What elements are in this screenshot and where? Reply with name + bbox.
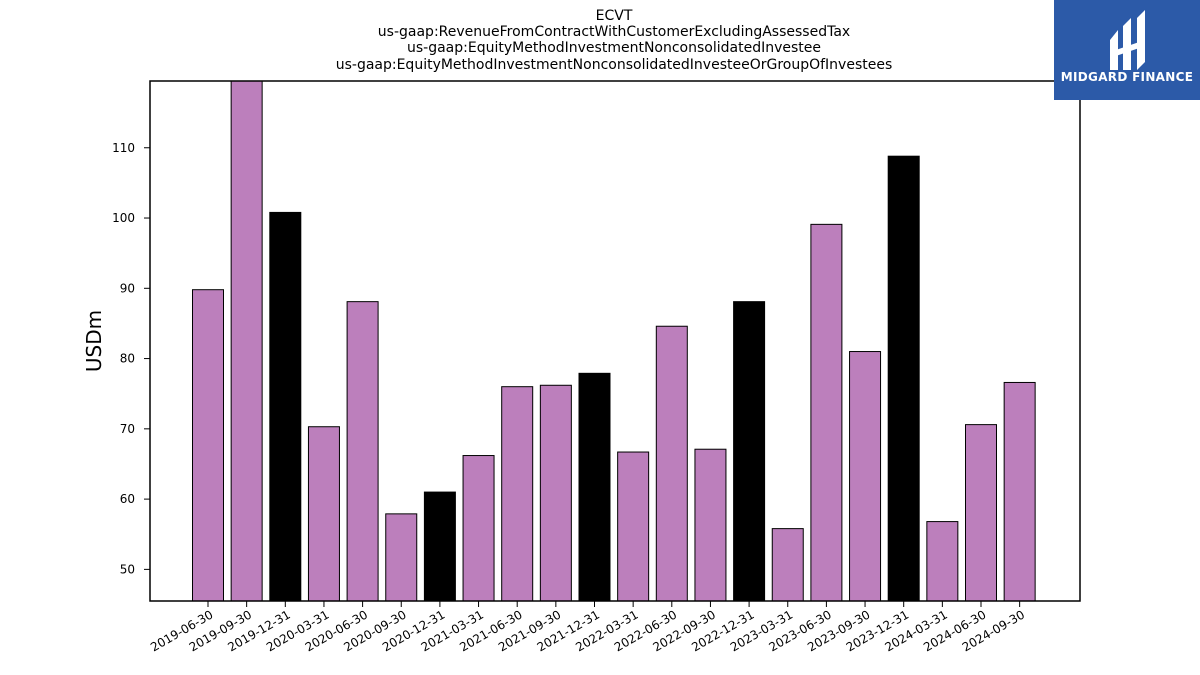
bar-2021-09-30	[539, 384, 572, 602]
bar-2021-03-31	[462, 455, 495, 602]
y-tick-label: 80	[120, 352, 135, 366]
y-tick-label: 110	[112, 141, 135, 155]
bar-2022-09-30	[694, 448, 727, 602]
y-tick-label: 50	[120, 562, 135, 576]
bar-2023-03-31	[771, 528, 804, 602]
chart-title-line-2: us-gaap:RevenueFromContractWithCustomerE…	[378, 24, 850, 40]
bar-2020-12-31	[423, 491, 456, 602]
bar-2022-12-31	[733, 301, 766, 602]
plot-frame	[149, 80, 1081, 602]
bar-2020-06-30	[346, 301, 379, 602]
y-tick-label: 70	[120, 422, 135, 436]
x-axis-ticks: 2019-06-302019-09-302019-12-312020-03-31…	[148, 601, 1027, 654]
chart-title-line-1: ECVT	[596, 8, 633, 24]
logo-text: MIDGARD FINANCE	[1061, 70, 1193, 84]
chart-title-line-3: us-gaap:EquityMethodInvestmentNonconsoli…	[407, 40, 821, 56]
bar-2019-09-30	[230, 80, 263, 602]
y-tick-label: 100	[112, 211, 135, 225]
bar-2020-09-30	[385, 513, 418, 602]
bar-2023-09-30	[849, 351, 882, 602]
bar-2023-06-30	[810, 223, 843, 602]
y-tick-label: 90	[120, 281, 135, 295]
bar-2023-12-31	[887, 155, 920, 602]
chart-title-line-4: us-gaap:EquityMethodInvestmentNonconsoli…	[336, 57, 893, 73]
bar-2022-06-30	[655, 325, 688, 602]
y-axis-label: USDm	[82, 310, 106, 372]
bar-2024-03-31	[926, 521, 959, 602]
bar-2020-03-31	[307, 426, 340, 602]
bar-2021-12-31	[578, 372, 611, 602]
y-axis-ticks: 50 60 70 80 90 100 110	[112, 141, 150, 576]
bar-2022-03-31	[617, 451, 650, 602]
chart-title: ECVT us-gaap:RevenueFromContractWithCust…	[336, 8, 893, 73]
bar-2019-06-30	[192, 289, 224, 602]
y-tick-label: 60	[120, 492, 135, 506]
midgard-finance-logo: MIDGARD FINANCE	[1054, 0, 1200, 100]
bar-2024-06-30	[965, 424, 997, 602]
bars-layer	[192, 80, 1036, 602]
logo-mark-icon	[1110, 10, 1145, 70]
bar-2024-09-30	[1003, 381, 1036, 602]
bar-2021-06-30	[501, 386, 534, 602]
bar-2019-12-31	[269, 211, 302, 602]
